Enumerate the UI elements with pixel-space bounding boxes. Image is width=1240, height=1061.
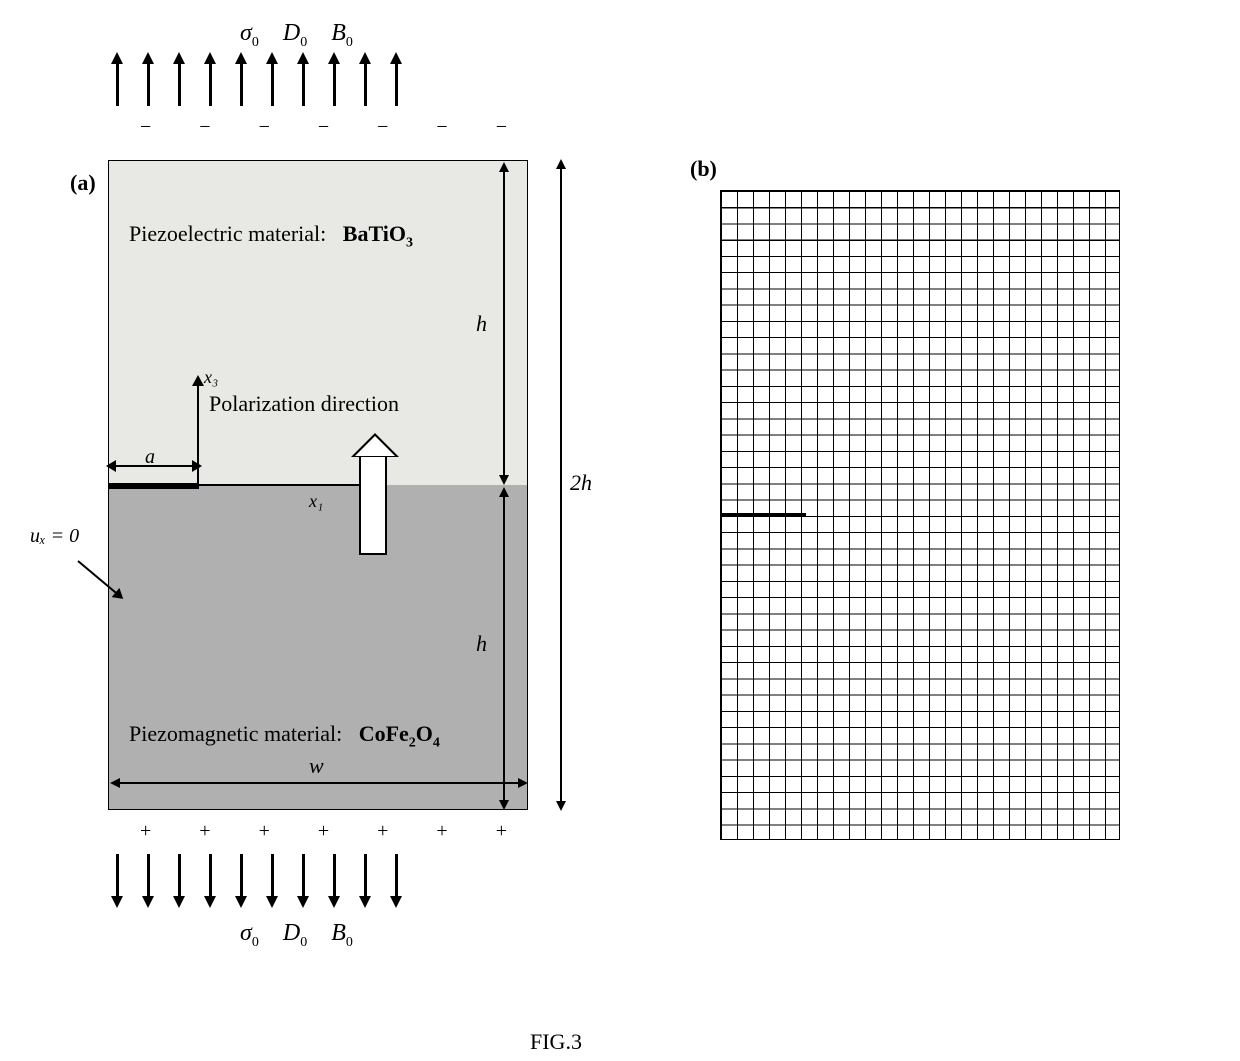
load-arrow-icon [147,62,150,106]
fe-mesh [720,190,1120,840]
mesh-crack [721,513,806,517]
plus-icon: + [140,820,151,843]
dim-h-label-top: h [476,311,487,337]
load-arrow-icon [333,62,336,106]
interface-crack [109,483,199,489]
dim-h-bottom [503,496,505,801]
top-layer-text: Piezoelectric material: BaTiO3 [129,221,413,251]
load-arrow-icon [302,854,305,898]
top-arrow-row [116,62,398,106]
load-arrow-icon [209,854,212,898]
load-arrow-icon [271,854,274,898]
b-symbol: B [331,920,346,946]
top-load-symbols: σ0 D0 B0 [240,20,353,51]
composite-specimen: Piezoelectric material: BaTiO3 Polarizat… [108,160,528,810]
load-arrow-icon [209,62,212,106]
minus-icon: − [259,116,270,139]
minus-icon: − [318,116,329,139]
d-symbol: D [283,20,300,46]
load-arrow-icon [116,62,119,106]
dim-w-label: w [309,753,324,779]
load-arrow-icon [178,854,181,898]
panel-b: (b) [720,160,1160,840]
x1-label: x₁ [309,491,323,512]
load-arrow-icon [333,854,336,898]
sigma-symbol: σ [240,920,252,946]
load-arrow-icon [395,854,398,898]
bc-label: uₓ = 0 [30,525,79,548]
minus-icon: − [436,116,447,139]
dim-2h [560,168,562,802]
plus-icon: + [377,820,388,843]
plus-icon: + [496,820,507,843]
load-arrow-icon [240,62,243,106]
bottom-layer-text: Piezomagnetic material: CoFe2O4 [129,721,440,751]
dim-h-label-bottom: h [476,631,487,657]
load-arrow-icon [302,62,305,106]
load-arrow-icon [395,62,398,106]
figure-caption: FIG.3 [530,1029,582,1055]
minus-icon: − [140,116,151,139]
minus-icon: − [199,116,210,139]
piezoelectric-layer [109,161,527,485]
crack-length-label: a [145,446,155,469]
dim-h-top [503,171,505,476]
minus-icon: − [377,116,388,139]
b-symbol: B [331,20,346,46]
plus-icon: + [199,820,210,843]
figure-container: σ0 D0 B0 − − − − − − − (a) [20,20,1220,980]
polarization-arrow-icon [359,455,387,555]
load-arrow-icon [271,62,274,106]
panel-a-label: (a) [70,170,96,196]
load-arrow-icon [116,854,119,898]
load-arrow-icon [364,854,367,898]
x3-label: x₃ [204,367,218,388]
x1-axis-icon [197,484,377,486]
d-symbol: D [283,920,300,946]
bottom-load-symbols: σ0 D0 B0 [240,920,353,951]
load-arrow-icon [240,854,243,898]
dim-w [119,782,519,784]
load-arrow-icon [364,62,367,106]
panel-b-label: (b) [690,156,717,182]
panel-a: σ0 D0 B0 − − − − − − − (a) [20,20,660,980]
load-arrow-icon [178,62,181,106]
polarization-label: Polarization direction [209,391,399,417]
load-arrow-icon [147,854,150,898]
negative-sign-row: − − − − − − − [140,116,507,139]
plus-icon: + [318,820,329,843]
plus-icon: + [436,820,447,843]
dim-2h-label: 2h [570,470,592,496]
minus-icon: − [496,116,507,139]
positive-sign-row: + + + + + + + [140,820,507,843]
sigma-symbol: σ [240,20,252,46]
plus-icon: + [259,820,270,843]
bottom-arrow-row [116,854,398,898]
